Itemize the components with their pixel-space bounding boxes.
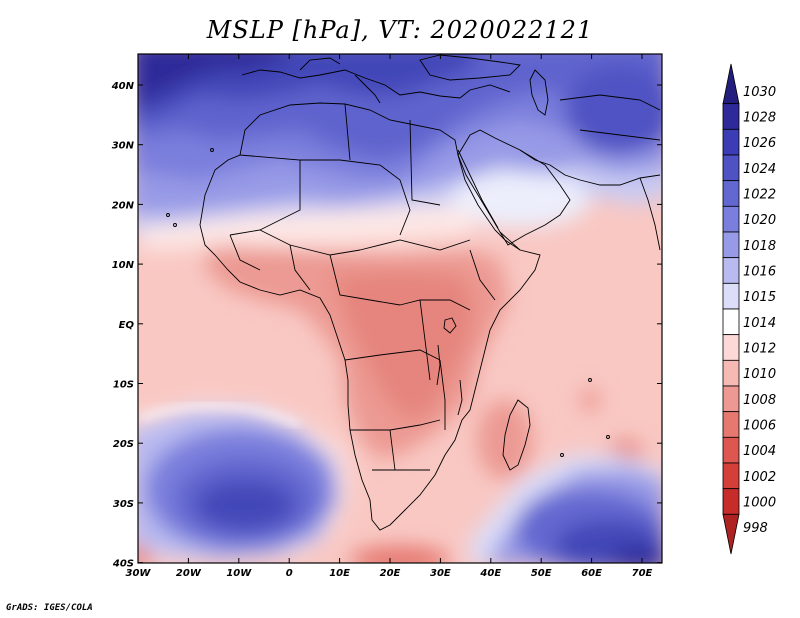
y-tick-label: 30N <box>112 141 135 152</box>
credit-text: GrADS: IGES/COLA <box>6 603 93 613</box>
colorbar-label: 1024 <box>743 162 776 177</box>
colorbar-label: 1006 <box>743 419 776 434</box>
colorbar-swatch <box>722 257 740 284</box>
colorbar-swatch <box>722 180 740 207</box>
colorbar-label: 1022 <box>743 188 776 203</box>
colorbar-swatch <box>722 205 740 233</box>
y-tick-label: 10S <box>113 380 134 391</box>
colorbar: 1030 1028 1026 1024 1022 1020 1018 1016 1015 1014… <box>722 63 776 555</box>
x-tick-label: 30E <box>430 568 451 579</box>
y-tick-label: EQ <box>119 320 135 331</box>
colorbar-label: 1014 <box>743 316 776 331</box>
colorbar-swatch <box>722 63 740 105</box>
coastline <box>166 54 661 531</box>
x-tick-label: 20W <box>176 568 202 579</box>
colorbar-label: 1030 <box>743 85 776 100</box>
y-tick-label: 40N <box>111 81 135 92</box>
colorbar-swatch <box>722 513 740 555</box>
colorbar-label: 1026 <box>743 136 776 151</box>
colorbar-swatch <box>722 128 740 156</box>
plot-frame <box>137 53 663 564</box>
colorbar-label: 1012 <box>743 342 776 357</box>
colorbar-label: 1016 <box>743 265 776 280</box>
x-tick-label: 50E <box>531 568 552 579</box>
colorbar-label: 1028 <box>743 111 776 126</box>
axis-ticks: 30W 20W 10W 0 10E 20E 30E 40E 50E 60E 70E 40N 30N 20N… <box>111 54 662 579</box>
colorbar-swatch <box>722 154 740 182</box>
colorbar-label: 998 <box>743 521 768 536</box>
colorbar-swatch <box>722 385 740 413</box>
x-tick-label: 20E <box>380 568 401 579</box>
x-tick-label: 10E <box>329 568 350 579</box>
colorbar-swatch <box>722 488 740 515</box>
colorbar-label: 1015 <box>743 290 776 305</box>
y-tick-label: 10N <box>112 260 135 271</box>
y-tick-label: 20N <box>112 200 135 211</box>
map-title: MSLP [hPa], VT: 2020022121 <box>206 16 594 44</box>
colorbar-label: 1002 <box>743 470 776 485</box>
x-tick-label: 30W <box>126 568 152 579</box>
x-tick-label: 40E <box>479 568 501 579</box>
colorbar-label: 1020 <box>743 213 776 228</box>
y-tick-label: 30S <box>113 499 134 510</box>
x-tick-label: 60E <box>581 568 602 579</box>
colorbar-swatch <box>722 462 740 490</box>
y-tick-label: 40S <box>112 559 134 570</box>
colorbar-swatch <box>722 411 740 438</box>
colorbar-swatch <box>722 231 740 259</box>
colorbar-swatch <box>722 103 740 130</box>
y-tick-label: 20S <box>113 439 134 450</box>
colorbar-swatch <box>722 436 740 464</box>
colorbar-swatch <box>722 308 740 336</box>
colorbar-label: 1010 <box>743 367 776 382</box>
colorbar-label: 1000 <box>743 496 776 511</box>
x-tick-label: 70E <box>632 568 653 579</box>
colorbar-swatch <box>722 282 740 310</box>
x-tick-label: 10W <box>226 568 252 579</box>
pressure-field <box>138 54 662 563</box>
colorbar-swatch <box>722 359 740 387</box>
colorbar-label: 1004 <box>743 444 776 459</box>
colorbar-label: 1008 <box>743 393 776 408</box>
colorbar-label: 1018 <box>743 239 776 254</box>
x-tick-label: 0 <box>286 568 293 579</box>
colorbar-swatch <box>722 334 740 361</box>
